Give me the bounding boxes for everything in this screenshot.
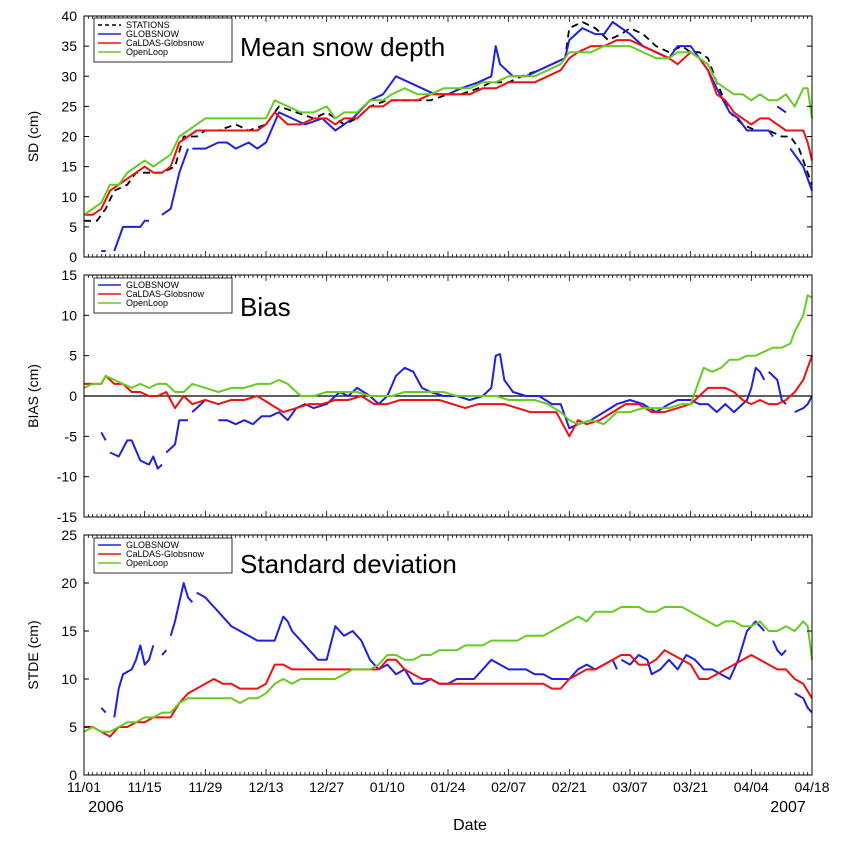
series-globsnow-line bbox=[113, 219, 149, 252]
y-axis-label: BIAS (cm) bbox=[25, 364, 41, 428]
series-globsnow-line bbox=[794, 395, 813, 414]
legend-label-openloop: OpenLoop bbox=[126, 298, 168, 308]
panel-title: Bias bbox=[240, 292, 291, 322]
year-end-label: 2007 bbox=[770, 799, 806, 816]
y-tick-label: 35 bbox=[61, 38, 77, 54]
series-globsnow-line bbox=[100, 431, 107, 441]
series-globsnow-line bbox=[192, 21, 774, 150]
series-globsnow-line bbox=[161, 649, 168, 656]
y-tick-label: 15 bbox=[61, 267, 77, 283]
y-tick-label: 5 bbox=[69, 219, 77, 235]
y-tick-label: 20 bbox=[61, 129, 77, 145]
series-globsnow-line bbox=[789, 148, 813, 192]
y-tick-label: 0 bbox=[69, 388, 77, 404]
series-globsnow-line bbox=[218, 353, 766, 430]
series-caldas-globsnow-line bbox=[84, 39, 813, 216]
series-globsnow-line bbox=[620, 620, 766, 680]
panel-standard-deviation: 0 5 10 15 20 25 STDE (cm) Standard deviation GLO… bbox=[25, 527, 813, 783]
x-tick-label: 02/21 bbox=[552, 779, 587, 795]
y-tick-label: 5 bbox=[69, 348, 77, 364]
x-tick-label: 11/29 bbox=[188, 779, 222, 795]
x-tick-label: 03/07 bbox=[612, 779, 647, 795]
x-tick-label: 12/13 bbox=[248, 779, 283, 795]
series-globsnow-line bbox=[100, 707, 107, 714]
legend-box bbox=[93, 17, 233, 63]
y-tick-label: 25 bbox=[61, 527, 77, 543]
x-tick-label: 02/07 bbox=[491, 779, 526, 795]
y-tick-label: 5 bbox=[69, 719, 77, 735]
panel-title: Standard deviation bbox=[240, 549, 457, 579]
series-openloop-line bbox=[83, 606, 813, 733]
y-axis-label: SD (cm) bbox=[25, 111, 41, 162]
legend-label-globsnow: GLOBSNOW bbox=[126, 280, 180, 290]
legend-label-caldas-globsnow: CaLDAS-Globsnow bbox=[126, 289, 205, 299]
series-caldas-globsnow-line bbox=[84, 649, 813, 738]
y-axis-label: STDE (cm) bbox=[25, 620, 41, 689]
y-tick-label: 10 bbox=[61, 189, 77, 205]
legend-box bbox=[93, 277, 233, 314]
y-tick-label: 15 bbox=[61, 159, 77, 175]
panel-mean-snow-depth: 0 5 10 15 20 25 30 35 40 SD (cm) Mean snow depth ST… bbox=[25, 8, 813, 265]
series-globsnow-line bbox=[113, 644, 155, 718]
series-globsnow-line bbox=[165, 419, 188, 454]
y-tick-label: 20 bbox=[61, 575, 77, 591]
x-tick-label: 01/24 bbox=[430, 779, 465, 795]
legend-label-stations: STATIONS bbox=[126, 20, 170, 30]
year-start-label: 2006 bbox=[88, 799, 124, 816]
series-globsnow-line bbox=[776, 105, 787, 114]
y-tick-label: 25 bbox=[61, 98, 77, 114]
series-openloop-line bbox=[83, 294, 813, 426]
legend-label-caldas-globsnow: CaLDAS-Globsnow bbox=[126, 549, 205, 559]
y-tick-label: -10 bbox=[57, 469, 77, 485]
legend-label-caldas-globsnow: CaLDAS-Globsnow bbox=[126, 38, 205, 48]
y-tick-label: 40 bbox=[61, 8, 77, 24]
series-globsnow-line bbox=[794, 692, 813, 714]
series-globsnow-line bbox=[768, 371, 787, 405]
y-tick-label: 0 bbox=[69, 767, 77, 783]
y-tick-label: 10 bbox=[61, 307, 77, 323]
x-tick-label: 03/21 bbox=[673, 779, 708, 795]
legend-label-openloop: OpenLoop bbox=[126, 47, 168, 57]
x-tick-label: 04/04 bbox=[734, 779, 769, 795]
y-tick-label: 30 bbox=[61, 68, 77, 84]
y-tick-label: -15 bbox=[57, 509, 77, 525]
panel-title: Mean snow depth bbox=[240, 32, 445, 62]
x-tick-label: 12/27 bbox=[309, 779, 344, 795]
y-tick-label: -5 bbox=[65, 428, 78, 444]
series-caldas-globsnow-line bbox=[84, 355, 813, 438]
series-globsnow-line bbox=[161, 148, 189, 216]
x-tick-label: 11/15 bbox=[128, 779, 162, 795]
x-tick-label: 01/10 bbox=[370, 779, 405, 795]
legend-label-globsnow: GLOBSNOW bbox=[126, 29, 180, 39]
x-axis-label: Date bbox=[453, 817, 487, 834]
panel-bias: -15 -10 -5 0 5 10 15 BIAS (cm) Bias GLOBSNOWCaLDA… bbox=[25, 267, 813, 525]
legend-label-openloop: OpenLoop bbox=[126, 558, 168, 568]
series-globsnow-line bbox=[109, 439, 163, 470]
y-tick-label: 15 bbox=[61, 623, 77, 639]
series-globsnow-line bbox=[772, 640, 787, 656]
x-tick-label: 11/01 bbox=[67, 779, 101, 795]
legend-label-globsnow: GLOBSNOW bbox=[126, 540, 180, 550]
y-tick-label: 0 bbox=[69, 249, 77, 265]
series-globsnow-line bbox=[169, 582, 194, 637]
legend-box bbox=[93, 537, 233, 574]
x-tick-label: 04/18 bbox=[794, 779, 829, 795]
y-tick-label: 10 bbox=[61, 671, 77, 687]
series-openloop-line bbox=[83, 45, 813, 216]
